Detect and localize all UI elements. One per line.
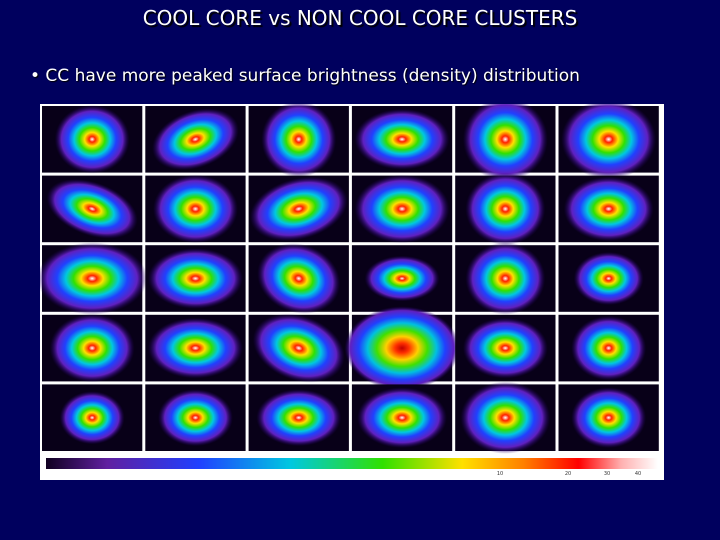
colorbar-tick: 40 <box>635 471 641 477</box>
colorbar <box>46 458 658 469</box>
cluster-blob <box>563 176 654 242</box>
cluster-blob <box>40 242 148 315</box>
cluster-blob <box>252 313 345 383</box>
bullet-text: • CC have more peaked surface brightness… <box>30 66 580 86</box>
cluster-blob <box>354 174 450 244</box>
cluster-blob <box>462 317 548 379</box>
colorbar-tick: 30 <box>604 471 610 477</box>
cluster-blob <box>257 243 341 314</box>
slide-title: COOL CORE vs NON COOL CORE CLUSTERS <box>142 6 578 30</box>
cluster-blob <box>344 306 460 390</box>
cluster-blob <box>261 104 337 178</box>
cluster-blob <box>571 387 647 449</box>
cluster-blob <box>249 176 348 241</box>
cluster-blob <box>561 104 657 180</box>
cells <box>40 104 659 454</box>
cluster-blob <box>147 248 243 309</box>
colorbar-tick: 20 <box>565 471 571 477</box>
cluster-blob <box>59 391 125 445</box>
cluster-blob <box>152 108 239 171</box>
cluster-blob <box>573 251 644 306</box>
cluster-blob <box>256 389 342 447</box>
cluster-blob <box>571 315 647 381</box>
cluster-blob <box>460 381 551 454</box>
cluster-blob <box>462 104 548 182</box>
colorbar-tick: 10 <box>497 471 503 477</box>
cluster-blob <box>364 255 440 302</box>
cluster-blob <box>49 313 135 383</box>
cluster-blob <box>354 108 450 170</box>
cluster-blob <box>465 172 546 245</box>
cluster-image-grid: 10 20 30 40 <box>40 104 664 480</box>
cluster-blob <box>54 105 130 174</box>
cluster-blob <box>465 242 546 315</box>
cluster-blob <box>147 317 243 379</box>
cluster-blob <box>157 389 233 447</box>
cluster-blob <box>357 387 448 449</box>
cluster-blob <box>152 174 238 244</box>
cluster-blob <box>46 179 138 239</box>
